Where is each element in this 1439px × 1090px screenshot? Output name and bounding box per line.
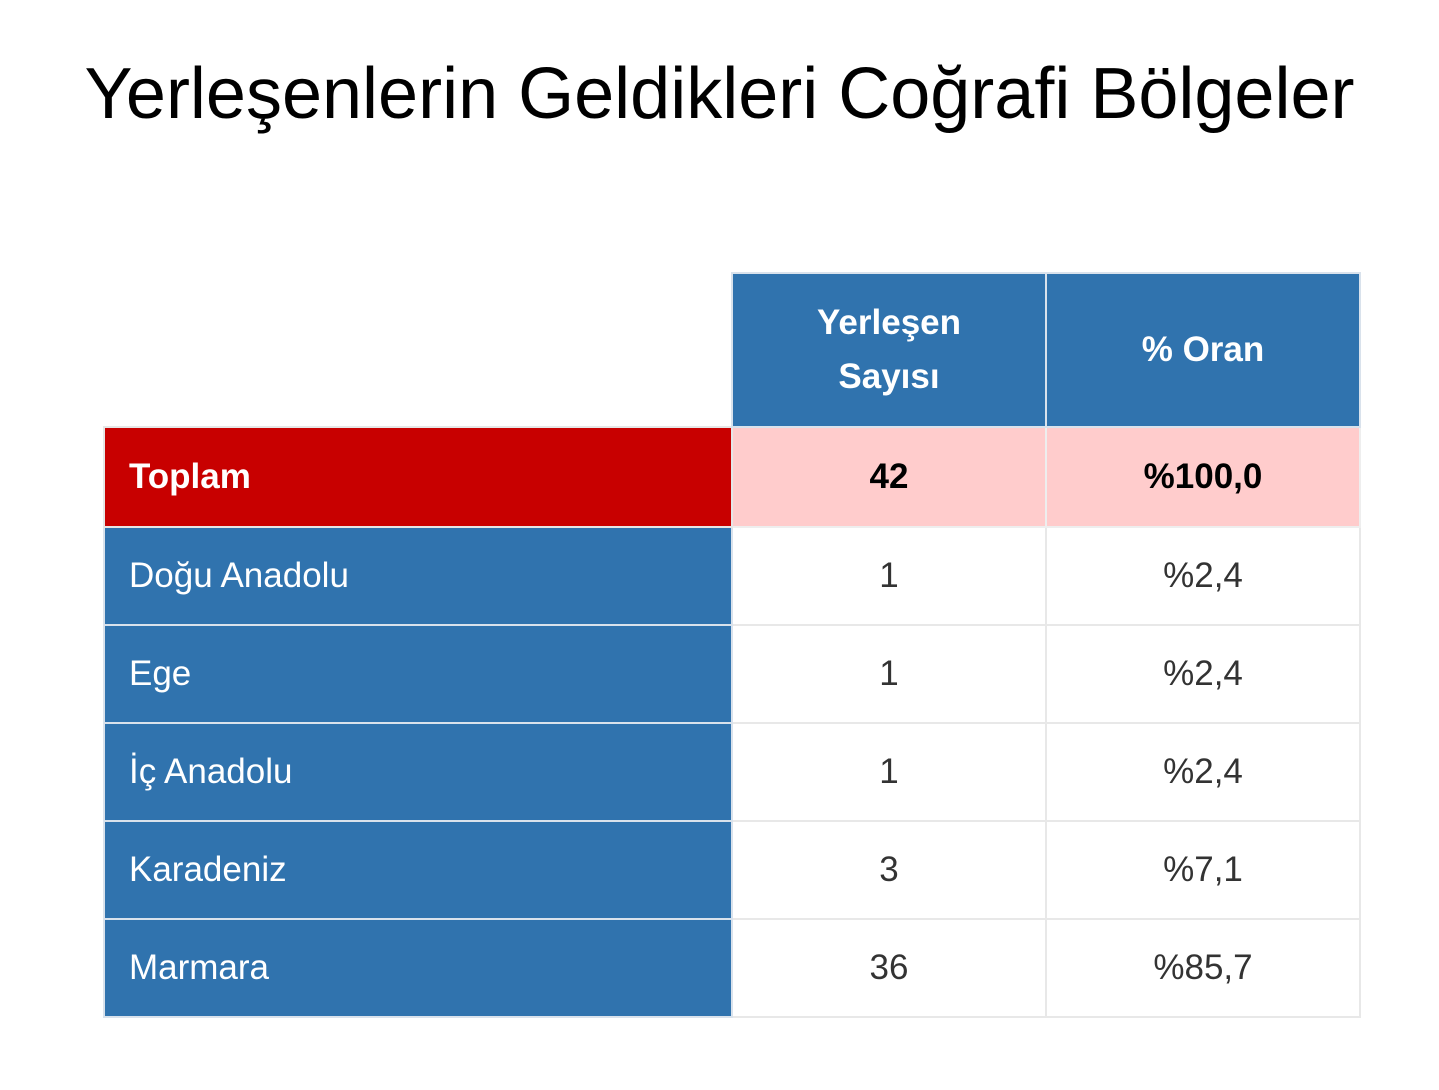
table-row: Marmara 36 %85,7 — [103, 918, 1361, 1018]
row-count: 1 — [731, 526, 1047, 626]
row-percent: %7,1 — [1045, 820, 1361, 920]
region-table: Yerleşen Sayısı % Oran Toplam 42 %100,0 … — [103, 272, 1361, 1018]
total-count: 42 — [731, 426, 1047, 528]
header-row: Yerleşen Sayısı % Oran — [104, 272, 1361, 428]
row-label: İç Anadolu — [103, 722, 733, 822]
header-count: Yerleşen Sayısı — [731, 272, 1047, 428]
table-row: İç Anadolu 1 %2,4 — [103, 722, 1361, 822]
row-percent: %2,4 — [1045, 722, 1361, 822]
row-percent: %2,4 — [1045, 526, 1361, 626]
table-row: Karadeniz 3 %7,1 — [103, 820, 1361, 920]
row-label: Karadeniz — [103, 820, 733, 920]
table-row: Doğu Anadolu 1 %2,4 — [103, 526, 1361, 626]
header-count-line2: Sayısı — [838, 357, 940, 396]
row-percent: %2,4 — [1045, 624, 1361, 724]
header-blank-cell — [104, 273, 732, 427]
total-row: Toplam 42 %100,0 — [103, 426, 1361, 528]
row-label: Marmara — [103, 918, 733, 1018]
row-percent: %85,7 — [1045, 918, 1361, 1018]
total-label: Toplam — [103, 426, 733, 528]
row-count: 1 — [731, 722, 1047, 822]
row-count: 36 — [731, 918, 1047, 1018]
header-percent: % Oran — [1045, 272, 1361, 428]
row-count: 3 — [731, 820, 1047, 920]
header-count-line1: Yerleşen — [817, 303, 961, 342]
page-title: Yerleşenlerin Geldikleri Coğrafi Bölgele… — [84, 54, 1355, 134]
row-label: Ege — [103, 624, 733, 724]
table-row: Ege 1 %2,4 — [103, 624, 1361, 724]
row-label: Doğu Anadolu — [103, 526, 733, 626]
row-count: 1 — [731, 624, 1047, 724]
total-percent: %100,0 — [1045, 426, 1361, 528]
